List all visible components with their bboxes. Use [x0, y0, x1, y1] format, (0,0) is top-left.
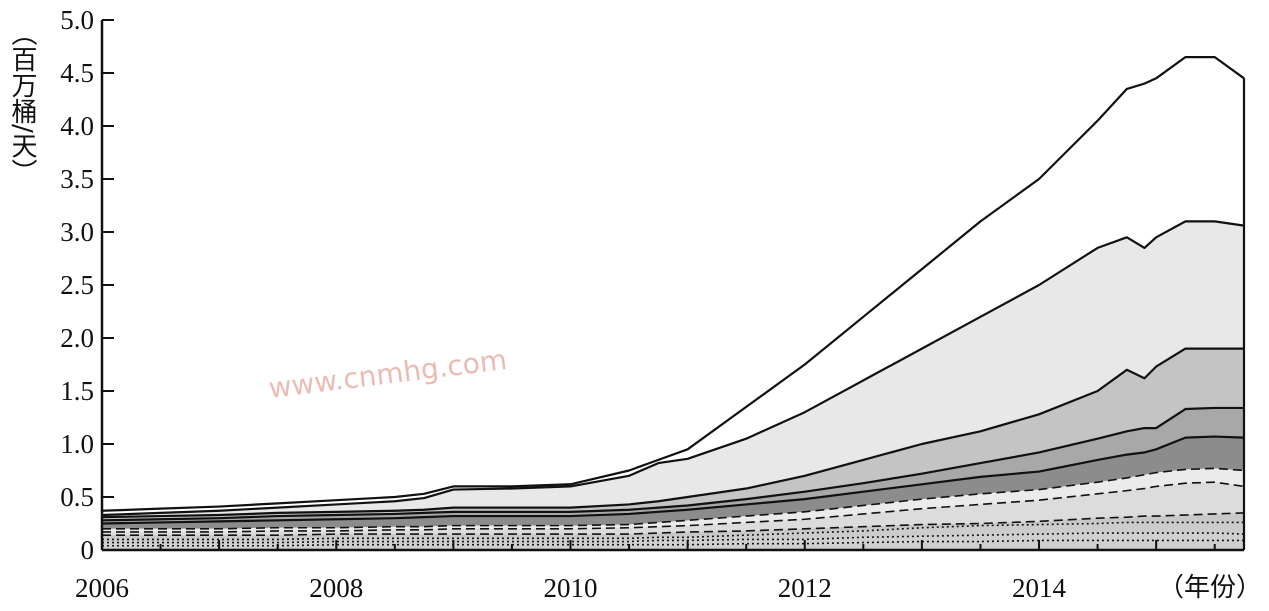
- y-tick-label: 3.5: [60, 164, 94, 194]
- y-tick-label: 0: [81, 535, 95, 565]
- y-tick-label: 0.5: [60, 482, 94, 512]
- y-tick-label: 1.5: [60, 376, 94, 406]
- x-tick-label: 2014: [1012, 573, 1067, 603]
- y-tick-label: 4.0: [60, 111, 94, 141]
- x-tick-label: 2012: [778, 573, 832, 603]
- series-boundary-line-4: [102, 512, 1245, 536]
- area-band-10: [102, 221, 1244, 518]
- area-band-3: [102, 522, 1244, 543]
- area-band-6: [102, 468, 1244, 532]
- series-boundary-line-10: [101, 220, 1245, 517]
- boundary-lines: [101, 56, 1246, 550]
- y-tick-label: 5.0: [60, 5, 94, 35]
- y-tick-label: 2.5: [60, 270, 94, 300]
- area-band-7: [102, 436, 1244, 529]
- y-tick-label: 3.0: [60, 217, 94, 247]
- x-tick-label: 2006: [75, 573, 129, 603]
- area-band-5: [102, 482, 1244, 536]
- x-tick-label: 2008: [309, 573, 363, 603]
- axes: [100, 19, 1244, 552]
- area-layers: [102, 57, 1244, 550]
- tick-labels: 0 0.5 1.0 1.5 2.0 2.5 3.0 3.5 4.0 4.5 5.0 2006 2008 2…: [60, 5, 1066, 603]
- series-boundary-line-8: [101, 406, 1244, 522]
- series-boundary-line-7: [101, 435, 1245, 525]
- series-boundary-line-9: [101, 347, 1244, 519]
- area-band-9: [102, 348, 1244, 521]
- area-band-11: [102, 57, 1244, 516]
- area-band-8: [102, 407, 1244, 524]
- series-boundary-line-5: [102, 481, 1245, 533]
- y-tick-label: 1.0: [60, 429, 94, 459]
- series-boundary-line-11: [101, 56, 1245, 512]
- series-boundary-line-6: [102, 467, 1245, 530]
- x-tick-label: 2010: [544, 573, 598, 603]
- watermark-text: www.cnmhg.com: [267, 343, 509, 405]
- y-axis-label: （百万桶/天）: [7, 20, 37, 185]
- x-axis-label: （年份）: [1158, 573, 1262, 603]
- area-band-4: [102, 512, 1244, 540]
- y-tick-label: 2.0: [60, 323, 94, 353]
- y-tick-label: 4.5: [60, 58, 94, 88]
